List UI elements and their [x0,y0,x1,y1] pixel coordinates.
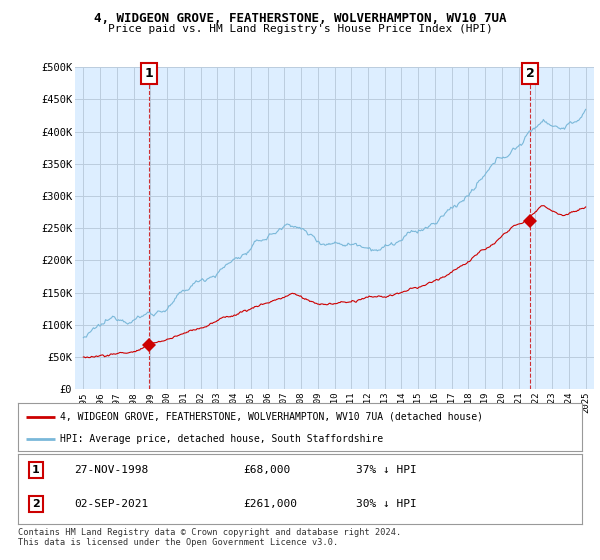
Text: HPI: Average price, detached house, South Staffordshire: HPI: Average price, detached house, Sout… [60,434,383,444]
Text: £68,000: £68,000 [244,465,291,475]
Text: 4, WIDGEON GROVE, FEATHERSTONE, WOLVERHAMPTON, WV10 7UA: 4, WIDGEON GROVE, FEATHERSTONE, WOLVERHA… [94,12,506,25]
Text: Price paid vs. HM Land Registry's House Price Index (HPI): Price paid vs. HM Land Registry's House … [107,24,493,34]
Text: 37% ↓ HPI: 37% ↓ HPI [356,465,417,475]
Text: 1: 1 [32,465,40,475]
Text: 4, WIDGEON GROVE, FEATHERSTONE, WOLVERHAMPTON, WV10 7UA (detached house): 4, WIDGEON GROVE, FEATHERSTONE, WOLVERHA… [60,412,484,422]
Text: 1: 1 [144,67,153,80]
Text: 2: 2 [526,67,534,80]
Text: Contains HM Land Registry data © Crown copyright and database right 2024.
This d: Contains HM Land Registry data © Crown c… [18,528,401,547]
Text: £261,000: £261,000 [244,499,298,509]
Text: 30% ↓ HPI: 30% ↓ HPI [356,499,417,509]
Text: 02-SEP-2021: 02-SEP-2021 [74,499,149,509]
Text: 2: 2 [32,499,40,509]
Text: 27-NOV-1998: 27-NOV-1998 [74,465,149,475]
